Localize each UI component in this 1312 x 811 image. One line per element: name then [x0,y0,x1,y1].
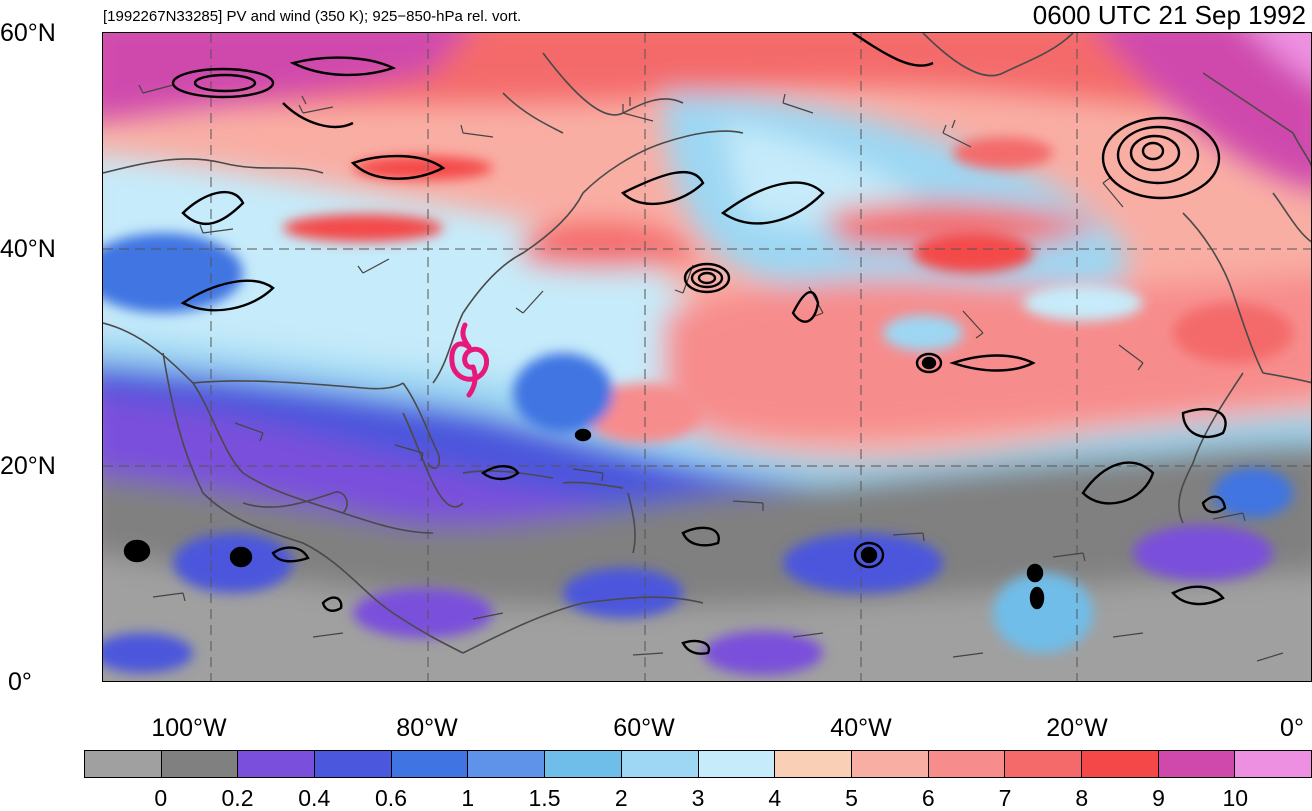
lat-label-20n: 20°N [0,452,56,480]
lon-label-0: 0° [1280,714,1304,742]
colorbar-swatch [85,751,162,777]
colorbar-swatch [468,751,546,777]
colorbar-tick-label: 0.4 [298,785,331,811]
colorbar-swatch [698,751,776,777]
colorbar-swatch [391,751,469,777]
lat-label-60n: 60°N [0,19,56,47]
colorbar-swatch [1081,751,1159,777]
colorbar-swatch [851,751,929,777]
colorbar-swatch [621,751,699,777]
colorbar-swatch [545,751,622,777]
colorbar-tick-label: 2 [614,785,628,811]
lon-label-100w: 100°W [151,714,227,742]
colorbar-swatch [1158,751,1236,777]
colorbar-tick-label: 4 [768,785,782,811]
lon-label-80w: 80°W [396,714,458,742]
colorbar-tick-label: 9 [1152,785,1165,811]
colorbar-swatch [238,751,316,777]
colorbar-swatch [928,751,1006,777]
colorbar-tick-label: 1.5 [528,785,561,811]
colorbar-swatch [315,751,392,777]
lat-label-40n: 40°N [0,235,56,263]
colorbar-tick-label: 10 [1222,785,1249,811]
colorbar-tick-label: 7 [998,785,1012,811]
map-panel [102,32,1312,682]
colorbar-tick-label: 3 [691,785,705,811]
tropical-cyclone-icon [449,322,489,398]
pv-shading [103,33,1311,681]
map-timestamp: 0600 UTC 21 Sep 1992 [1032,0,1306,30]
pv-field-map [103,33,1311,681]
colorbar-swatch [1005,751,1082,777]
colorbar-swatch [161,751,239,777]
lon-label-60w: 60°W [613,714,675,742]
lon-label-40w: 40°W [830,714,892,742]
colorbar-tick-label: 8 [1075,785,1089,811]
colorbar-swatch [1235,751,1311,777]
wind-barbs [138,84,1284,662]
colorbar-swatch [775,751,852,777]
colorbar-tick-label: 5 [845,785,858,811]
map-subtitle: [1992267N33285] PV and wind (350 K); 925… [103,8,522,25]
colorbar-tick-label: 1 [461,785,475,811]
vorticity-contours [123,33,1227,655]
colorbar-tick-label: 6 [921,785,935,811]
colorbar-tick-label: 0.2 [221,785,254,811]
coastlines [103,33,1311,654]
lat-label-0: 0° [8,668,32,696]
pv-colorbar [84,750,1312,778]
lon-label-20w: 20°W [1046,714,1108,742]
colorbar-tick-label: 0 [154,785,168,811]
colorbar-tick-label: 0.6 [375,785,407,811]
